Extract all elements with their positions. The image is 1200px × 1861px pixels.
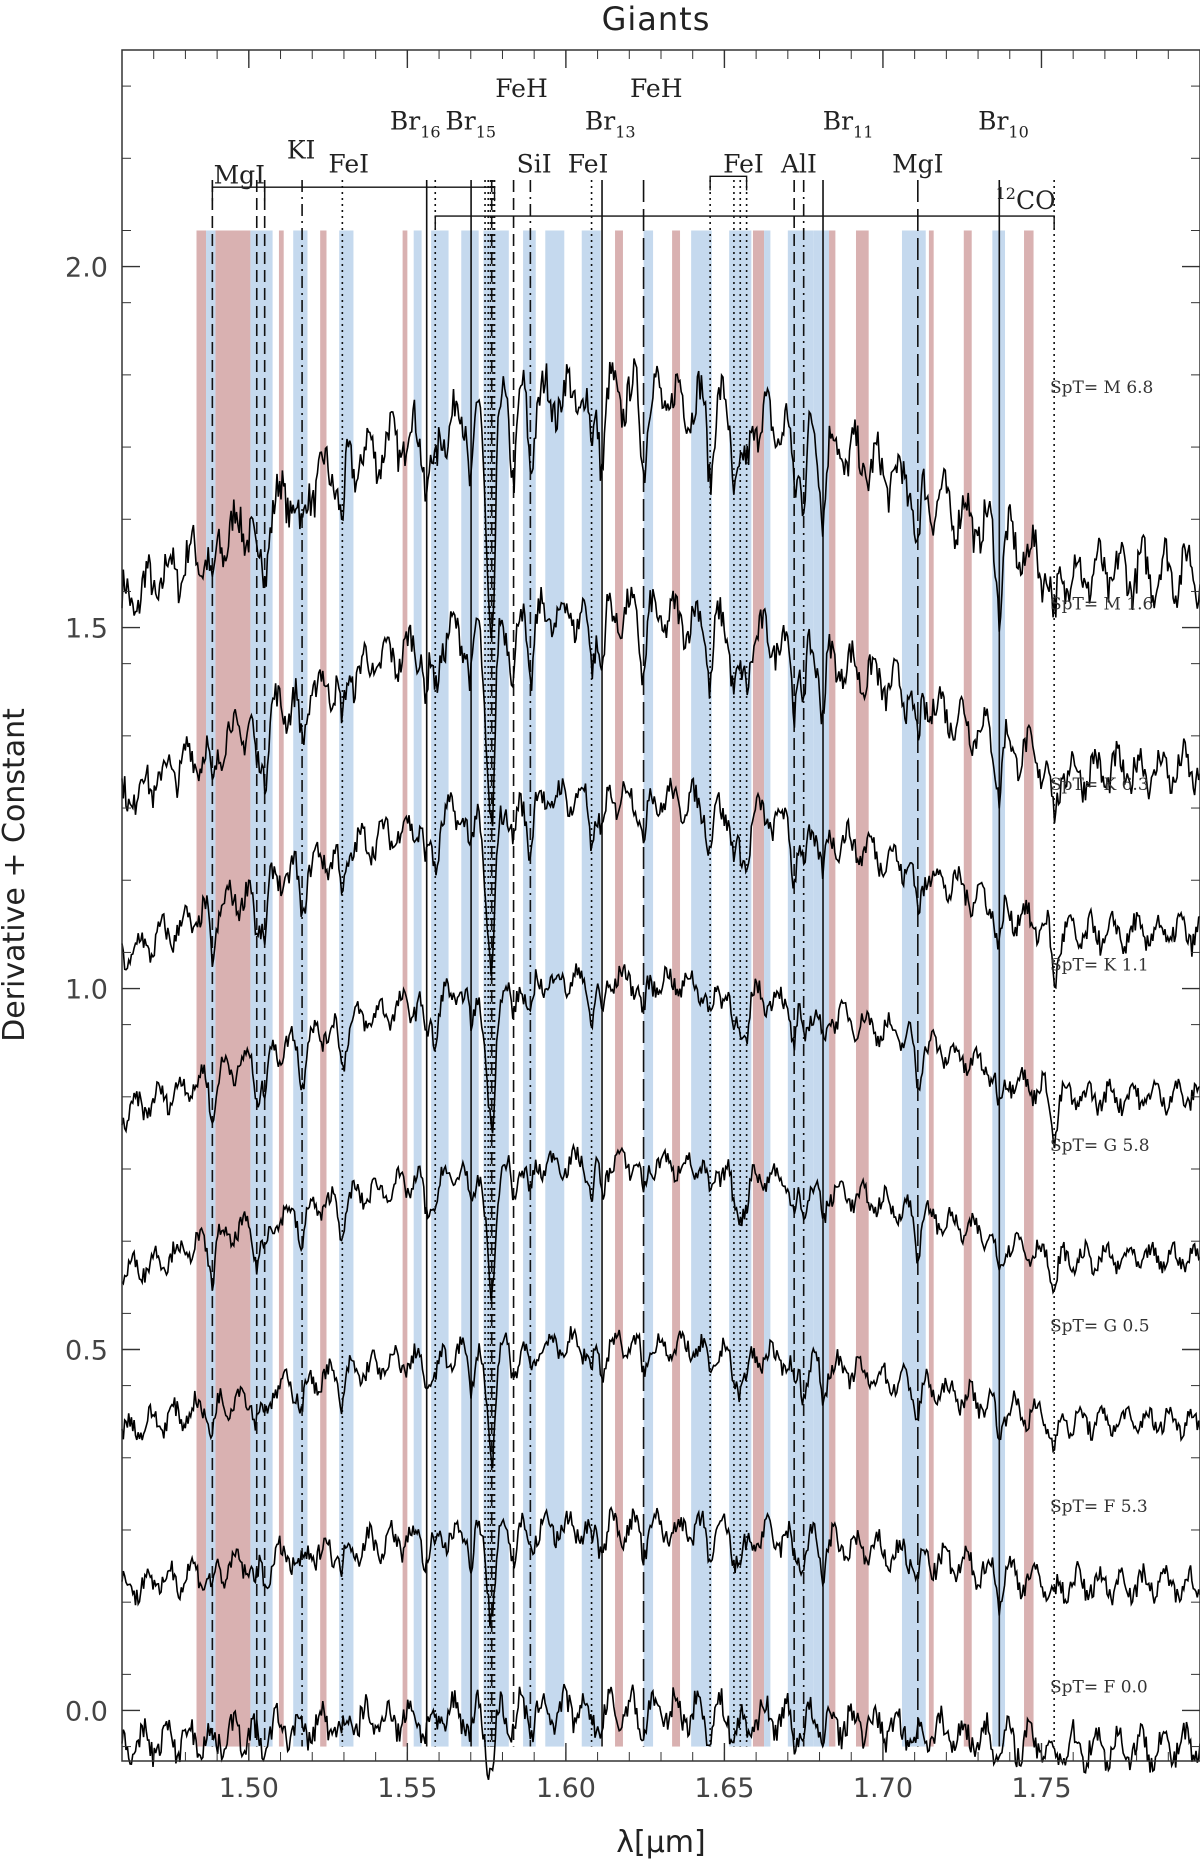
feature-label: FeI [328,150,369,179]
series-label: SpT= G 0.5 [1050,1316,1150,1336]
feature-band [250,230,273,1747]
feature-band [787,230,814,1747]
series-label: SpT= K 1.1 [1050,956,1149,976]
feature-band [615,230,623,1747]
feature-band [293,230,308,1747]
feature-label: Br16 [390,106,441,141]
y-axis-label: Derivative + Constant [0,708,32,1042]
feature-band [431,230,449,1747]
x-tick-label: 1.50 [219,1773,279,1804]
x-tick-label: 1.70 [853,1773,913,1804]
x-tick-label: 1.75 [1011,1773,1071,1804]
series-labels: SpT= M 6.8 SpT= M 1.6 SpT= K 6.3 SpT= K 1.1… [1050,378,1153,1697]
feature-band [928,230,934,1747]
feature-label: MgI [892,150,943,179]
spectrum-line [121,1326,1200,1469]
spectra-series [121,358,1200,1780]
feature-label: Br15 [445,106,496,141]
feature-band [901,230,926,1747]
feature-bracket [263,186,496,202]
spectrum-line [121,1506,1200,1627]
series-label: SpT= K 6.3 [1050,775,1149,795]
axis-ticks: 1.50 1.55 1.60 1.65 1.70 1.75 0.0 0.5 1.0 1.5 2.0 [65,50,1200,1804]
spectrum-line [121,777,1200,990]
series-label: SpT= M 1.6 [1050,595,1153,615]
feature-band [461,230,479,1747]
x-tick-label: 1.65 [694,1773,754,1804]
feature-label: FeI [723,150,764,179]
feature-band [402,230,408,1747]
feature-label: MgI [214,161,265,190]
chart-title: Giants [602,0,711,38]
feature-bracket [709,175,748,191]
y-tick-label: 0.0 [65,1696,108,1727]
feature-band [729,230,736,1747]
spectrum-line [121,586,1200,827]
x-axis-label: λ[μm] [616,1825,705,1860]
y-tick-label: 2.0 [65,253,108,284]
y-tick-label: 0.5 [65,1335,108,1366]
series-label: SpT= F 5.3 [1050,1497,1148,1517]
feature-band [339,230,354,1747]
y-tick-label: 1.5 [65,614,108,645]
feature-band [196,230,207,1747]
x-tick-label: 1.60 [536,1773,596,1804]
feature-band [829,230,836,1747]
x-tick-label: 1.55 [377,1773,437,1804]
feature-band [764,230,771,1747]
spectrum-line [121,1683,1200,1780]
feature-band [413,230,422,1747]
series-label: SpT= F 0.0 [1050,1677,1148,1697]
feature-band [215,230,251,1747]
feature-band [855,230,869,1747]
feature-band [813,230,830,1747]
feature-band [320,230,327,1747]
feature-band [691,230,712,1747]
feature-label: Br11 [823,106,874,141]
feature-band [1024,230,1034,1747]
feature-label: KI [287,135,316,164]
spectrum-line [121,963,1200,1149]
feature-brackets [211,175,1055,231]
feature-lines [211,179,1055,1747]
feature-label: FeH [495,74,548,103]
feature-band [206,230,216,1747]
feature-bracket [434,215,1055,231]
feature-label: AlI [780,150,817,179]
feature-label: FeI [568,150,609,179]
series-label: SpT= G 5.8 [1050,1136,1150,1156]
feature-label: SiI [517,150,552,179]
feature-label: 12CO [996,184,1056,215]
feature-band [963,230,972,1747]
series-label: SpT= M 6.8 [1050,378,1153,398]
feature-label: Br13 [585,106,636,141]
feature-label: FeH [630,74,683,103]
y-tick-label: 1.0 [65,975,108,1006]
feature-band [278,230,284,1747]
feature-label: Br10 [978,106,1029,141]
spectrum-line [121,358,1200,638]
spectrum-line [121,1142,1200,1301]
